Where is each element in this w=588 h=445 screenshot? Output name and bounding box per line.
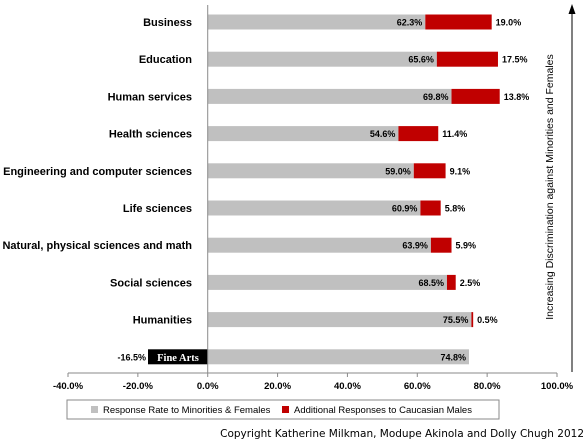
bar-base-6 [207, 237, 431, 253]
category-label-box-9 [148, 349, 208, 365]
bar-extra-label-8: 0.5% [477, 315, 498, 325]
legend-swatch-1 [282, 406, 289, 413]
bar-extra-label-7: 2.5% [460, 278, 481, 288]
side-annotation: Increasing Discrimination against Minori… [544, 4, 576, 372]
labels-layer: 62.3% Business 19.0% 65.6% Education 17.5% 69.… [2, 17, 530, 365]
bar-base-5 [207, 200, 421, 216]
side-arrow-head [568, 4, 576, 14]
category-label-9: Fine Arts [157, 353, 199, 364]
x-tick-label-3: 20.0% [264, 381, 291, 392]
bar-extra-label-3: 11.4% [442, 129, 467, 139]
bar-extra-4 [413, 163, 446, 179]
bar-base-2 [207, 88, 452, 104]
bar-extra-6 [430, 237, 452, 253]
bar-extra-8 [471, 312, 474, 328]
bar-base-3 [207, 126, 399, 142]
bar-extra-0 [425, 14, 492, 30]
bar-extra-label-1: 17.5% [502, 55, 528, 65]
bar-base-label-6: 63.9% [402, 241, 428, 251]
bar-extra-label-0: 19.0% [496, 18, 522, 28]
x-tick-label-2: 0.0% [197, 381, 219, 392]
bar-base-label-1: 65.6% [408, 55, 434, 65]
side-annotation-text: Increasing Discrimination against Minori… [544, 54, 556, 320]
category-label-4: Engineering and computer sciences [3, 166, 192, 178]
bar-base-label-7: 68.5% [418, 278, 444, 288]
category-label-0: Business [143, 17, 192, 29]
x-tick-label-6: 80.0% [474, 381, 501, 392]
bar-base-label-4: 59.0% [385, 166, 411, 176]
category-label-1: Education [139, 54, 192, 66]
bar-extra-1 [436, 51, 498, 67]
category-label-5: Life sciences [123, 203, 192, 215]
x-tick-label-1: -20.0% [123, 381, 154, 392]
bar-base-7 [207, 274, 447, 290]
bar-extra-3 [398, 126, 439, 142]
bar-base-label-0: 62.3% [397, 18, 423, 28]
bar-extra-label-6: 5.9% [456, 241, 477, 251]
bar-extra-label-9: -16.5% [117, 352, 146, 362]
bar-base-0 [207, 14, 426, 30]
bar-extra-2 [451, 88, 500, 104]
legend-label-1: Additional Responses to Caucasian Males [294, 405, 472, 416]
bars-layer [207, 14, 500, 365]
bar-extra-label-2: 13.8% [504, 92, 530, 102]
category-label-3: Health sciences [109, 129, 192, 141]
legend: Response Rate to Minorities & Females Add… [66, 399, 500, 420]
bar-base-label-9: 74.8% [440, 352, 466, 362]
bar-extra-7 [446, 274, 456, 290]
x-tick-label-0: -40.0% [53, 381, 84, 392]
bar-extra-5 [420, 200, 441, 216]
x-axis: -40.0% -20.0% 0.0% 20.0% 40.0% 60.0% 80.0% 100.… [53, 5, 574, 392]
bar-base-8 [207, 312, 472, 328]
bar-extra-label-5: 5.8% [445, 204, 466, 214]
x-tick-label-7: 100.0% [541, 381, 574, 392]
category-label-8: Humanities [133, 315, 192, 327]
bar-extra-label-4: 9.1% [450, 166, 471, 176]
bar-base-label-3: 54.6% [370, 129, 396, 139]
bar-base-label-2: 69.8% [423, 92, 449, 102]
legend-swatch-0 [91, 406, 98, 413]
category-label-7: Social sciences [110, 277, 192, 289]
copyright-text: Copyright Katherine Milkman, Modupe Akin… [220, 428, 584, 440]
bar-base-label-8: 75.5% [443, 315, 469, 325]
category-label-6: Natural, physical sciences and math [2, 240, 192, 252]
x-tick-label-4: 40.0% [334, 381, 361, 392]
x-tick-label-5: 60.0% [404, 381, 431, 392]
bar-base-1 [207, 51, 437, 67]
category-label-2: Human services [108, 91, 192, 103]
legend-label-0: Response Rate to Minorities & Females [103, 405, 271, 416]
bar-base-9 [207, 349, 469, 365]
bar-base-4 [207, 163, 414, 179]
bar-base-label-5: 60.9% [392, 204, 418, 214]
